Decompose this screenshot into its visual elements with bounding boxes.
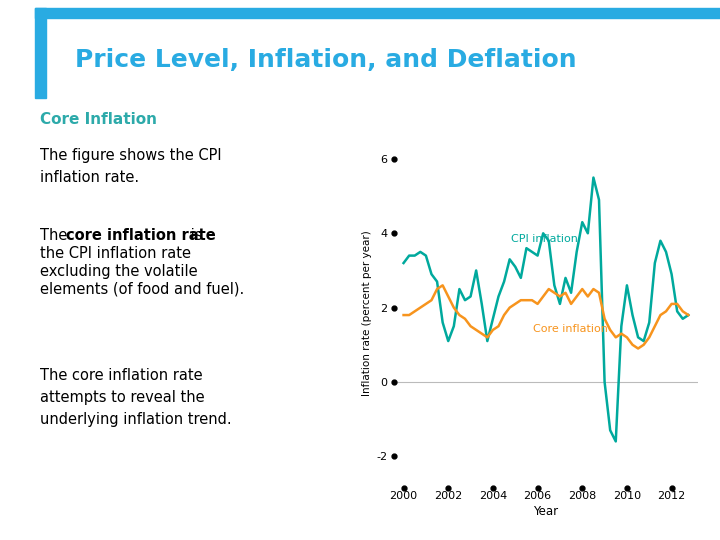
Y-axis label: Inflation rate (percent per year): Inflation rate (percent per year) <box>362 231 372 396</box>
Text: CPI inflation: CPI inflation <box>510 234 577 245</box>
Text: is: is <box>186 228 202 243</box>
Text: excluding the volatile: excluding the volatile <box>40 264 197 279</box>
Text: core inflation rate: core inflation rate <box>66 228 216 243</box>
Text: Core inflation: Core inflation <box>533 325 608 334</box>
X-axis label: Year: Year <box>533 505 558 518</box>
Text: elements (of food and fuel).: elements (of food and fuel). <box>40 282 244 297</box>
Bar <box>35 8 720 18</box>
Text: The figure shows the CPI
inflation rate.: The figure shows the CPI inflation rate. <box>40 148 222 185</box>
Text: The: The <box>40 228 72 243</box>
Bar <box>35 8 46 98</box>
Text: the CPI inflation rate: the CPI inflation rate <box>40 246 191 261</box>
Text: Price Level, Inflation, and Deflation: Price Level, Inflation, and Deflation <box>75 48 577 72</box>
Text: Core Inflation: Core Inflation <box>40 112 157 127</box>
Text: The core inflation rate
attempts to reveal the
underlying inflation trend.: The core inflation rate attempts to reve… <box>40 368 232 427</box>
